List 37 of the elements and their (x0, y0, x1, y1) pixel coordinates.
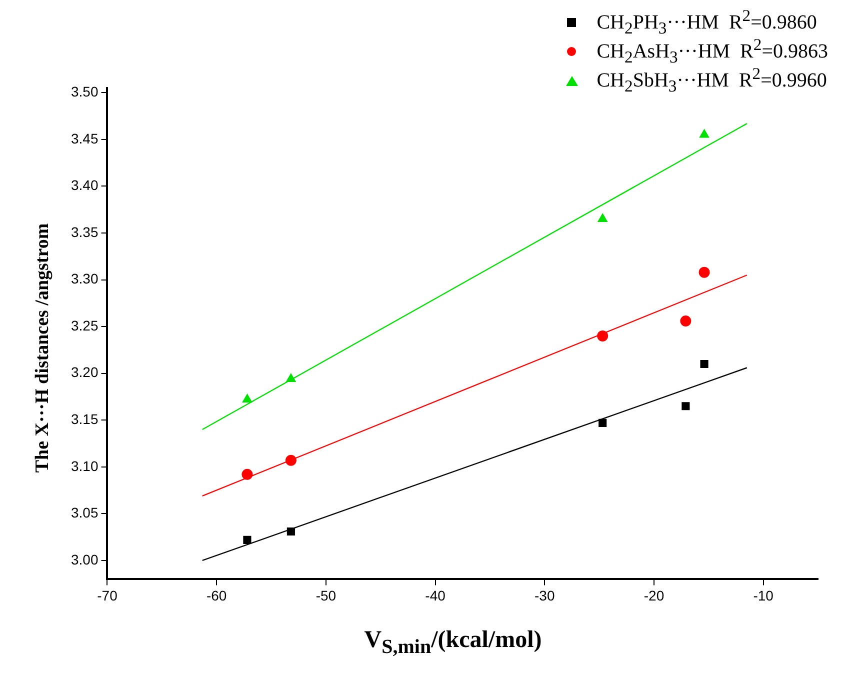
x-tick-label: -20 (644, 587, 664, 604)
point (286, 373, 296, 382)
x-tick-label: -30 (534, 587, 555, 604)
legend-label: CH$_{2}$PH$_{3}$···HM R$^{2}$=0.9860 (596, 6, 817, 38)
point (286, 527, 295, 536)
y-axis-title: The X···H distances /angstrom (32, 223, 54, 473)
y-tick-label: 3.35 (71, 224, 98, 240)
point (680, 315, 692, 326)
x-tick-label: -10 (753, 587, 774, 604)
point (285, 454, 296, 466)
y-tick-label: 3.50 (71, 84, 98, 100)
y-tick-label: 3.20 (71, 364, 98, 380)
y-tick-label: 3.40 (71, 177, 98, 194)
point (598, 213, 608, 222)
x-tick-label: -50 (316, 587, 336, 604)
point (700, 360, 708, 368)
point (698, 266, 710, 278)
x-tick-label: -60 (206, 587, 227, 604)
x-tick-label: -70 (97, 587, 118, 604)
x-axis-title: V$_{S,min}$/(kcal/mol) (363, 627, 543, 659)
y-tick-label: 3.00 (71, 551, 98, 568)
legend-label: CH$_{2}$AsH$_{3}$···HM R$^{2}$=0.9863 (596, 35, 828, 67)
y-tick-label: 3.05 (71, 504, 98, 521)
y-tick-label: 3.30 (71, 270, 98, 287)
point (242, 394, 252, 403)
y-tick-label: 3.45 (71, 130, 98, 146)
y-tick-label: 3.25 (71, 317, 98, 334)
y-tick-label: 3.10 (71, 458, 98, 474)
point (598, 418, 607, 427)
legend-label: CH$_{2}$SbH$_{3}$···HM R$^{2}$=0.9960 (596, 64, 827, 96)
point (243, 536, 252, 544)
x-tick-label: -40 (425, 587, 446, 604)
point (242, 468, 253, 480)
point (597, 330, 608, 342)
point (682, 402, 690, 410)
y-tick-label: 3.15 (71, 411, 98, 428)
point (699, 129, 710, 138)
